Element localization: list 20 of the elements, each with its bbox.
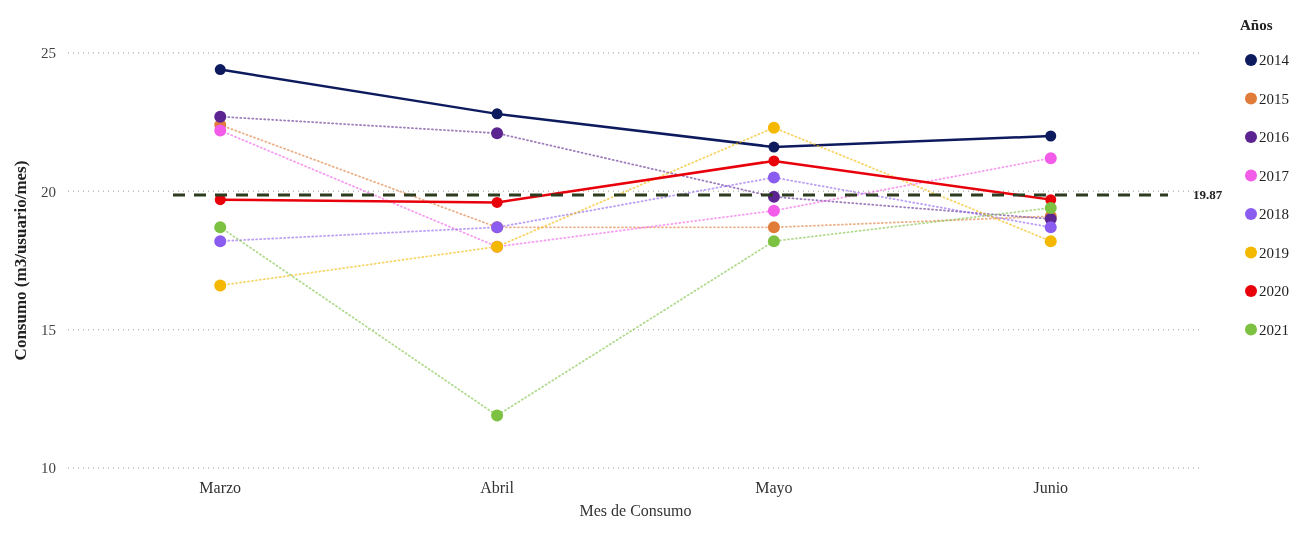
x-tick-label: Junio xyxy=(1033,479,1069,496)
legend-label: 2018 xyxy=(1259,206,1289,223)
legend-label: 2014 xyxy=(1259,52,1290,69)
y-tick-label: 20 xyxy=(41,183,56,200)
legend-label: 2020 xyxy=(1259,283,1289,300)
x-tick-label: Marzo xyxy=(199,479,242,496)
y-axis-title: Consumo (m3/usuario/mes) xyxy=(11,160,30,361)
y-tick-label: 25 xyxy=(41,45,56,62)
x-tick-label: Mayo xyxy=(755,479,793,497)
legend-label: 2021 xyxy=(1259,321,1289,338)
ref-line-label: 19.87 xyxy=(1193,187,1223,203)
y-tick-label: 10 xyxy=(41,460,56,477)
x-tick-label: Abril xyxy=(480,479,515,496)
legend-label: 2017 xyxy=(1259,167,1290,184)
y-tick-label: 15 xyxy=(41,321,56,338)
legend-title: Años xyxy=(1240,17,1273,33)
legend-label: 2016 xyxy=(1259,129,1290,146)
legend-label: 2015 xyxy=(1259,90,1289,107)
x-axis-title: Mes de Consumo xyxy=(579,502,692,519)
legend-label: 2019 xyxy=(1259,244,1289,261)
